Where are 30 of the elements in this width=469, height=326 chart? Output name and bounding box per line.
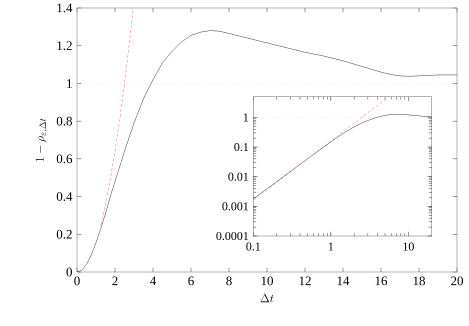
y-axis-title: $1-\rho_{\varepsilon,\Delta t}$ (36, 118, 48, 162)
y-tick-label: 1 (244, 113, 248, 122)
y-tick-label: 0.2 (56, 230, 72, 239)
y-tick-label: 0.6 (56, 154, 72, 164)
x-tick-label: 10 (403, 242, 414, 251)
x-tick-label: 16 (376, 276, 388, 286)
x-tick-label: 10 (262, 276, 273, 286)
x-tick-label: 2 (112, 276, 118, 286)
x-tick-label: 18 (414, 276, 425, 286)
x-tick-label: 4 (150, 276, 156, 286)
x-tick-label: 12 (300, 276, 311, 286)
x-tick-label: 0 (74, 276, 80, 286)
y-tick-label: 1.2 (57, 41, 72, 50)
y-tick-label: 1.4 (57, 4, 72, 12)
x-tick-label: 0.1 (246, 242, 260, 251)
x-axis-title: $\Delta t$ (260, 294, 274, 302)
y-tick-label: 0.0001 (216, 232, 248, 240)
y-tick-label: 0.01 (228, 172, 248, 181)
x-tick-label: 14 (338, 276, 350, 286)
line-series (100, 8, 134, 226)
y-tick-label: 1 (67, 79, 72, 88)
y-tick-label: 0.8 (56, 116, 72, 126)
x-tick-label: 20 (451, 276, 463, 286)
x-tick-label: 6 (188, 276, 194, 286)
x-tick-label: 1 (328, 242, 334, 250)
y-tick-label: 0.001 (222, 202, 248, 210)
y-tick-label: 0.1 (234, 143, 248, 152)
y-tick-label: 0 (66, 268, 72, 276)
y-tick-label: 0.4 (56, 192, 72, 201)
x-tick-label: 8 (226, 276, 232, 286)
